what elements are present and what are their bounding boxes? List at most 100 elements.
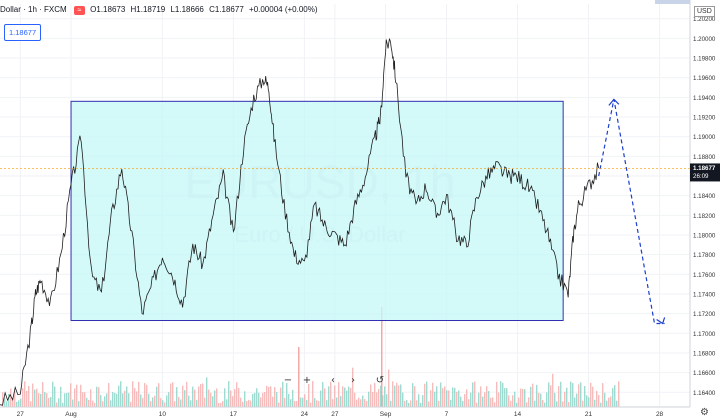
volume-bar	[418, 394, 420, 407]
price-tick-label: 1.18800	[693, 154, 716, 161]
open-value: O1.18673	[90, 5, 126, 14]
time-axis[interactable]	[0, 407, 720, 420]
symbol-label[interactable]: Dollar · 1h · FXCM	[0, 5, 67, 14]
volume-bar	[44, 392, 46, 407]
volume-bar	[254, 392, 256, 407]
volume-bar	[14, 390, 16, 407]
volume-bar	[344, 387, 346, 407]
zoom-in-button[interactable]: +	[302, 375, 312, 386]
volume-bar	[616, 400, 618, 407]
volume-bar	[292, 390, 294, 407]
volume-bar	[116, 393, 118, 407]
volume-bar	[60, 386, 62, 407]
volume-bar	[426, 381, 428, 407]
reset-button[interactable]: ↺	[375, 375, 385, 386]
price-tick-label: 1.17200	[693, 311, 716, 318]
time-tick-label: 21	[585, 411, 593, 418]
volume-bar	[56, 402, 58, 407]
volume-bar	[138, 381, 140, 407]
volume-bar	[338, 382, 340, 407]
volume-bar	[442, 388, 444, 407]
volume-bar	[546, 392, 548, 407]
volume-bar	[404, 400, 406, 407]
volume-bar	[238, 388, 240, 407]
volume-bar	[402, 392, 404, 407]
volume-bar	[498, 392, 500, 407]
price-tick-label: 1.19200	[693, 115, 716, 122]
volume-bar	[456, 391, 458, 407]
volume-bar	[326, 400, 328, 407]
volume-bar	[226, 399, 228, 407]
volume-bar	[2, 392, 4, 407]
volume-bar	[470, 392, 472, 407]
volume-bar	[600, 402, 602, 407]
volume-bar	[52, 381, 54, 407]
volume-bar	[84, 392, 86, 407]
volume-bar	[440, 382, 442, 407]
volume-bar	[6, 401, 8, 407]
volume-bar	[160, 398, 162, 407]
volume-bar	[428, 401, 430, 407]
gear-icon[interactable]: ⚙	[700, 407, 709, 418]
ohlc-legend: Dollar · 1h · FXCM ≈ O1.18673 H1.18719 L…	[0, 5, 321, 15]
volume-bar	[114, 392, 116, 407]
volume-bar	[524, 389, 526, 407]
volume-bar	[536, 384, 538, 407]
volume-bar	[248, 399, 250, 407]
range-rectangle[interactable]	[70, 100, 564, 322]
volume-bar	[444, 386, 446, 407]
volume-bar	[234, 389, 236, 407]
price-badge[interactable]: 1.18677	[4, 24, 42, 41]
volume-bar	[608, 397, 610, 407]
price-tick-label: 1.19800	[693, 56, 716, 63]
time-tick-label: 24	[301, 411, 309, 418]
volume-bar	[388, 369, 390, 407]
top-scrollbar[interactable]	[655, 0, 720, 4]
price-axis[interactable]	[690, 0, 720, 420]
volume-bar	[562, 401, 564, 407]
volume-bar	[526, 402, 528, 407]
volume-bar	[314, 398, 316, 407]
volume-bar	[282, 381, 284, 407]
volume-bar	[468, 399, 470, 407]
projection-path[interactable]	[598, 99, 665, 325]
scroll-left-button[interactable]: ‹	[331, 375, 335, 386]
price-tick-label: 1.19600	[693, 75, 716, 82]
scroll-right-button[interactable]: ›	[351, 375, 355, 386]
volume-bar	[394, 385, 396, 407]
volume-bar	[614, 385, 616, 407]
volume-bar	[236, 382, 238, 407]
volume-bar	[172, 382, 174, 407]
volume-bar	[288, 393, 290, 407]
volume-bar	[50, 397, 52, 407]
volume-bar	[276, 392, 278, 407]
price-series-line	[0, 38, 600, 406]
flag-icon[interactable]: ≈	[73, 6, 85, 15]
volume-bar	[222, 401, 224, 407]
volume-bar	[190, 400, 192, 407]
volume-bar	[556, 401, 558, 407]
volume-bar	[342, 386, 344, 407]
currency-label[interactable]: USD	[694, 6, 715, 17]
volume-bar	[392, 381, 394, 407]
zoom-out-button[interactable]: −	[283, 375, 293, 386]
volume-bar	[266, 385, 268, 407]
volume-bar	[26, 390, 28, 407]
volume-bar	[24, 381, 26, 407]
volume-bar	[450, 399, 452, 407]
volume-bar	[576, 393, 578, 407]
volume-bar	[596, 390, 598, 407]
volume-bar	[458, 390, 460, 407]
volume-bar	[412, 383, 414, 407]
price-tick-label: 1.18000	[693, 232, 716, 239]
volume-bar	[58, 398, 60, 407]
price-tick-label: 1.19400	[693, 95, 716, 102]
volume-bar	[94, 402, 96, 407]
time-tick-label: 28	[656, 411, 664, 418]
volume-bar	[416, 400, 418, 407]
projection-arrowhead-up	[608, 98, 620, 106]
volume-bar	[381, 307, 383, 407]
volume-bar	[570, 381, 572, 407]
